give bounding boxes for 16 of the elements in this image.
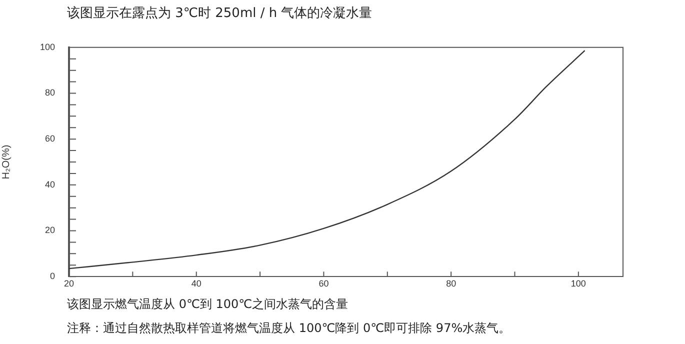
- chart-title: 该图显示在露点为 3℃时 250ml / h 气体的冷凝水量: [67, 5, 372, 22]
- line-series: [69, 50, 586, 270]
- x-tick-label: 20: [64, 278, 74, 288]
- y-tick-label: 60: [44, 134, 55, 144]
- x-tick-label: 60: [318, 278, 329, 288]
- x-tick-label: 80: [446, 278, 456, 288]
- y-tick-label: 80: [44, 88, 55, 98]
- x-tick-label: 100: [570, 278, 586, 288]
- y-axis-title: H₂O(%): [0, 144, 12, 180]
- y-tick-label: 100: [40, 42, 55, 52]
- text: 注释：通过自然散热取样管道将燃气温度从 100℃降到 0℃即可排除 97%水蒸气。: [67, 320, 511, 337]
- y-tick-label: 0: [50, 271, 55, 282]
- text: 该图显示燃气温度从 0℃到 100℃之间水蒸气的含量: [67, 296, 348, 313]
- y-tick-label: 40: [44, 179, 55, 190]
- x-tick-label: 40: [191, 278, 202, 288]
- y-tick-label: 20: [44, 225, 55, 236]
